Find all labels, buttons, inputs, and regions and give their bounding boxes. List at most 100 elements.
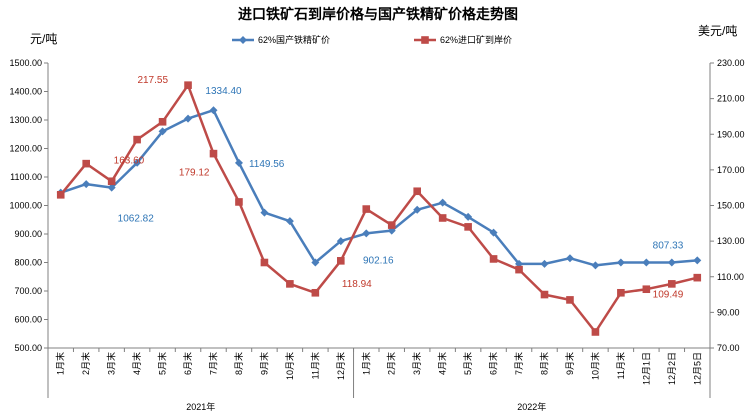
x-tick-label: 6月末 — [182, 352, 193, 375]
point-marker — [362, 229, 371, 238]
chart-title: 进口铁矿石到岸价格与国产铁精矿价格走势图 — [238, 6, 518, 22]
x-tick-label: 10月末 — [284, 352, 295, 380]
y-right-tick-label: 90.00 — [717, 307, 740, 317]
y-left-tick-label: 1100.00 — [10, 172, 42, 182]
y-right-tick-label: 190.00 — [717, 129, 745, 139]
x-tick-label: 2月末 — [386, 352, 397, 375]
data-label: 807.33 — [653, 240, 684, 251]
point-marker — [438, 198, 447, 207]
y-right-tick-label: 150.00 — [717, 201, 745, 211]
point-marker — [489, 255, 498, 263]
x-tick-label: 2月末 — [80, 352, 91, 375]
x-tick-label: 1月末 — [360, 352, 371, 375]
x-tick-label: 12月1日 — [641, 352, 651, 385]
x-tick-label: 1月末 — [55, 352, 66, 375]
x-tick-label: 7月末 — [208, 352, 219, 375]
point-marker — [515, 265, 523, 274]
point-marker — [158, 117, 167, 126]
x-tick-label: 3月末 — [106, 352, 117, 375]
point-marker — [133, 158, 142, 167]
series-line-0 — [60, 108, 698, 267]
point-marker — [285, 217, 294, 226]
y-left-tick-label: 500.00 — [14, 343, 42, 353]
x-tick-label: 6月末 — [488, 352, 499, 375]
point-marker — [107, 183, 116, 192]
point-marker — [540, 290, 549, 299]
data-label: 1062.82 — [118, 214, 155, 225]
x-tick-label: 8月末 — [233, 352, 244, 375]
point-marker — [234, 158, 243, 167]
y-right-tick-label: 170.00 — [717, 165, 745, 175]
point-marker — [311, 258, 320, 267]
x-tick-label: 5月末 — [157, 352, 168, 375]
y-left-tick-label: 800.00 — [14, 258, 42, 268]
y-left-tick-label: 900.00 — [14, 229, 42, 239]
group-label: 2022年 — [517, 401, 546, 412]
legend-label: 62%国产铁精矿价 — [258, 34, 330, 45]
point-marker — [413, 187, 421, 196]
point-marker — [642, 258, 651, 267]
point-marker — [82, 159, 90, 168]
legend-marker — [421, 36, 429, 44]
point-marker — [184, 81, 192, 89]
data-labels: 1062.82 1334.40 1149.56 902.16 807.33 163.60 2… — [114, 75, 684, 300]
point-marker — [184, 114, 193, 123]
point-marker — [617, 288, 625, 297]
data-label: 118.94 — [342, 279, 372, 290]
legend: 62%国产铁精矿价 62%进口矿到岸价 — [232, 34, 512, 45]
legend-marker — [239, 36, 247, 44]
y-left-tick-label: 1400.00 — [9, 87, 42, 97]
x-tick-label: 12月末 — [335, 352, 346, 380]
point-marker — [591, 328, 600, 336]
y-right-tick-label: 210.00 — [717, 94, 745, 104]
data-label: 109.49 — [653, 290, 684, 301]
point-marker — [667, 258, 676, 267]
y-left-tick-label: 1500.00 — [9, 58, 42, 68]
data-label: 1334.40 — [205, 86, 242, 97]
point-marker — [438, 214, 447, 222]
point-marker — [413, 205, 422, 214]
point-marker — [337, 257, 345, 265]
x-tick-label: 12月5日 — [692, 352, 702, 385]
y-left-tick-label: 600.00 — [14, 315, 42, 325]
data-label: 217.55 — [137, 75, 168, 86]
point-marker — [235, 198, 243, 206]
y-right-tick-label: 130.00 — [717, 236, 745, 246]
y-right-unit: 美元/吨 — [698, 24, 737, 38]
point-marker — [591, 261, 600, 270]
point-marker — [566, 296, 574, 304]
point-marker — [642, 285, 651, 294]
legend-label: 62%进口矿到岸价 — [440, 34, 512, 45]
x-tick-label: 4月末 — [437, 352, 448, 375]
point-marker — [209, 106, 218, 115]
x-tick-label: 10月末 — [589, 352, 600, 380]
x-tick-label: 7月末 — [513, 352, 524, 375]
point-marker — [668, 280, 676, 288]
x-tick-label: 4月末 — [131, 352, 142, 375]
x-tick-label: 9月末 — [564, 352, 575, 375]
point-marker — [693, 256, 702, 265]
point-marker — [693, 273, 702, 282]
point-marker — [260, 258, 269, 267]
point-marker — [336, 237, 345, 246]
y-left-tick-label: 700.00 — [14, 286, 42, 296]
data-label: 1149.56 — [249, 159, 285, 170]
point-marker — [82, 180, 91, 189]
point-marker — [387, 221, 396, 229]
x-tick-label: 11月末 — [309, 352, 320, 379]
point-marker — [133, 135, 141, 144]
x-tick-label: 11月末 — [615, 352, 626, 379]
x-tick-label: 9月末 — [258, 352, 269, 375]
x-tick-label: 12月2日 — [667, 352, 677, 385]
point-marker — [362, 205, 371, 213]
x-tick-label: 8月末 — [539, 352, 550, 375]
series-layer — [56, 81, 702, 336]
y-left-tick-label: 1300.00 — [9, 115, 42, 125]
y-left-tick-label: 1000.00 — [9, 201, 42, 211]
point-marker — [56, 191, 65, 199]
point-marker — [158, 127, 167, 136]
point-marker — [260, 208, 269, 217]
series-line-1 — [59, 83, 698, 334]
y-right-tick-label: 230.00 — [717, 58, 745, 68]
